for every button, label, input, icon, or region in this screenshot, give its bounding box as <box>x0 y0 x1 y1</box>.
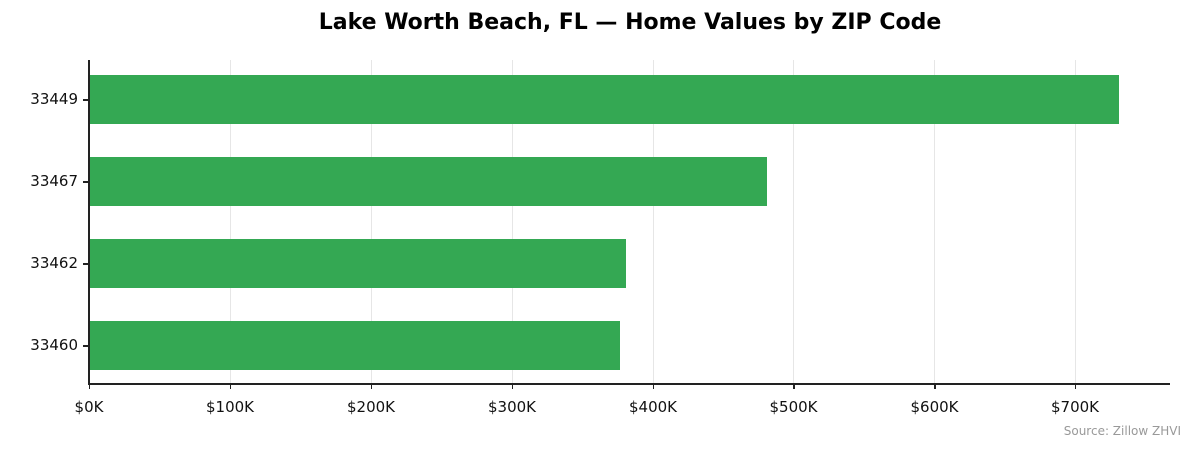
y-tick-label: 33449 <box>30 90 78 108</box>
x-tick <box>934 384 936 389</box>
y-tick-label: 33460 <box>30 336 78 354</box>
y-tick <box>83 99 88 101</box>
gridline <box>370 60 372 383</box>
x-tick-label: $500K <box>769 398 818 416</box>
y-tick-label: 33462 <box>30 254 78 272</box>
x-tick <box>511 384 513 389</box>
y-tick-label: 33467 <box>30 172 78 190</box>
y-tick <box>83 345 88 347</box>
source-note: Source: Zillow ZHVI <box>1063 424 1181 438</box>
x-tick-label: $700K <box>1050 398 1099 416</box>
bar-33462 <box>89 239 626 288</box>
x-tick <box>793 384 795 389</box>
x-tick-label: $300K <box>487 398 536 416</box>
x-axis <box>88 383 1170 385</box>
bar-33460 <box>89 321 620 370</box>
bar-33449 <box>89 75 1119 124</box>
x-tick-label: $200K <box>346 398 395 416</box>
x-tick-label: $600K <box>910 398 959 416</box>
x-tick <box>652 384 654 389</box>
y-tick <box>83 181 88 183</box>
gridline <box>229 60 231 383</box>
gridline <box>511 60 513 383</box>
x-tick <box>88 384 90 389</box>
gridline <box>652 60 654 383</box>
gridline <box>934 60 936 383</box>
gridline <box>793 60 795 383</box>
y-axis <box>88 60 90 385</box>
x-tick-label: $400K <box>628 398 677 416</box>
bar-33467 <box>89 157 767 206</box>
x-tick <box>1074 384 1076 389</box>
x-tick <box>370 384 372 389</box>
x-tick-label: $0K <box>74 398 104 416</box>
gridline <box>1074 60 1076 383</box>
y-tick <box>83 263 88 265</box>
x-tick-label: $100K <box>205 398 254 416</box>
x-tick <box>229 384 231 389</box>
chart-title: Lake Worth Beach, FL — Home Values by ZI… <box>318 10 942 35</box>
